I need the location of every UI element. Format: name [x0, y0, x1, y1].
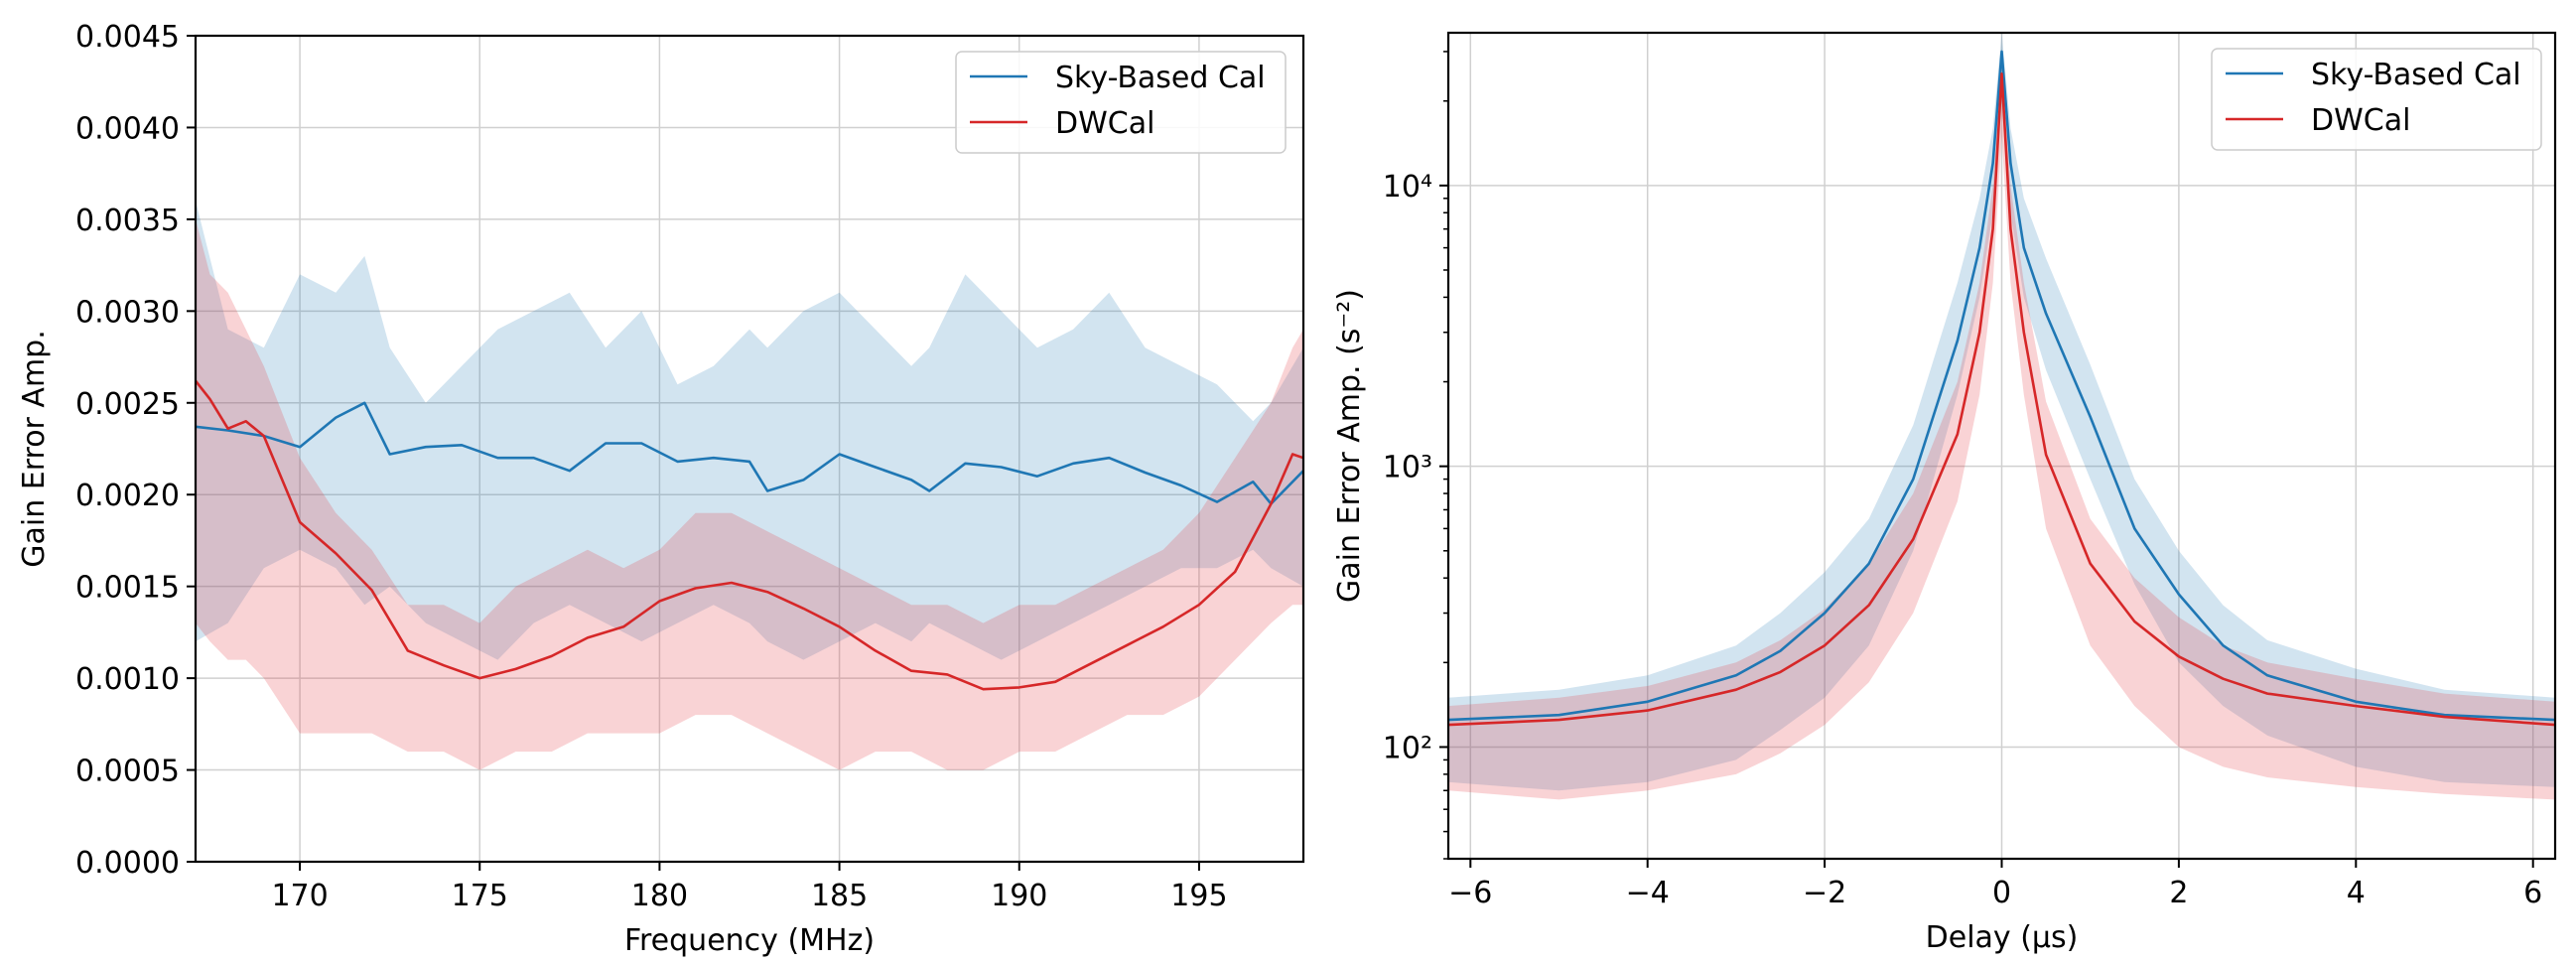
p0-y-tick-label: 0.0010	[75, 662, 180, 697]
p1-plot-area	[1448, 33, 2555, 800]
p1-x-axis-title: Delay (μs)	[1926, 920, 2079, 955]
p0-x-tick-label: 175	[452, 879, 508, 913]
p1-x-tick-label: 2	[2169, 876, 2188, 910]
p1-x-tick-label: −4	[1626, 876, 1670, 910]
p1-x-tick-label: 0	[1992, 876, 2011, 910]
p1-x-tick-label: −6	[1448, 876, 1492, 910]
p1-dwcal-line	[1448, 72, 2555, 727]
p1-y-tick-label: 10²	[1383, 731, 1432, 765]
p1-sky-based-cal-line	[1448, 50, 2555, 722]
p0-y-tick-label: 0.0005	[75, 755, 180, 789]
p0-legend-label-dwcal: DWCal	[1055, 106, 1154, 141]
p1-y-tick-label: 10³	[1383, 451, 1432, 485]
p0-legend-box	[955, 51, 1287, 154]
p0-sky-based-cal-band	[196, 201, 1303, 660]
p1-x-tick-label: 4	[2347, 876, 2366, 910]
p0-x-tick-label: 195	[1170, 879, 1227, 913]
p0-sky-based-cal-line	[196, 401, 1303, 505]
p0-y-tick-label: 0.0020	[75, 479, 180, 513]
p0-x-tick-label: 185	[811, 879, 868, 913]
p0-dwcal-band	[196, 218, 1303, 770]
p0-x-axis-title: Frequency (MHz)	[624, 923, 875, 958]
p1-y-axis-title: Gain Error Amp. (s⁻²)	[1332, 289, 1367, 603]
p1-legend: Sky-Based Cal DWCal	[2211, 48, 2542, 151]
p0-x-tick-label: 190	[991, 879, 1047, 913]
p0-y-tick-label: 0.0030	[75, 295, 180, 330]
p0-y-tick-label: 0.0025	[75, 387, 180, 422]
left-panel-frequency: 170 175 180 185 190 195 0.0000 0.0005 0.0010 0.00…	[17, 20, 1305, 958]
p0-y-tick-label: 0.0035	[75, 204, 180, 238]
p0-legend: Sky-Based Cal DWCal	[955, 51, 1287, 154]
p0-legend-label-sky-based-cal: Sky-Based Cal	[1055, 61, 1266, 95]
p0-x-tick-label: 180	[631, 879, 688, 913]
p0-y-tick-label: 0.0015	[75, 571, 180, 606]
p0-y-tick-label: 0.0040	[75, 111, 180, 146]
p1-y-tick-label: 10⁴	[1383, 170, 1432, 205]
p1-legend-label-dwcal: DWCal	[2311, 103, 2410, 138]
p0-axes-frame	[194, 34, 1305, 864]
p1-legend-label-sky-based-cal: Sky-Based Cal	[2311, 58, 2521, 92]
p0-plot-area	[196, 201, 1303, 770]
p1-dwcal-band	[1448, 60, 2555, 800]
p0-dwcal-line	[196, 379, 1303, 691]
p0-y-axis-title: Gain Error Amp.	[17, 330, 52, 568]
p1-legend-box	[2211, 48, 2542, 151]
p1-x-tick-label: 6	[2523, 876, 2542, 910]
right-panel-delay: −6 −4 −2 0 2 4 6 10² 10³ 10⁴ Delay (μs) Gain Error …	[1332, 31, 2557, 955]
p0-y-tick-label: 0.0045	[75, 20, 180, 55]
p1-x-tick-label: −2	[1803, 876, 1846, 910]
p0-y-tick-label: 0.0000	[75, 846, 180, 881]
p0-x-tick-label: 170	[271, 879, 328, 913]
